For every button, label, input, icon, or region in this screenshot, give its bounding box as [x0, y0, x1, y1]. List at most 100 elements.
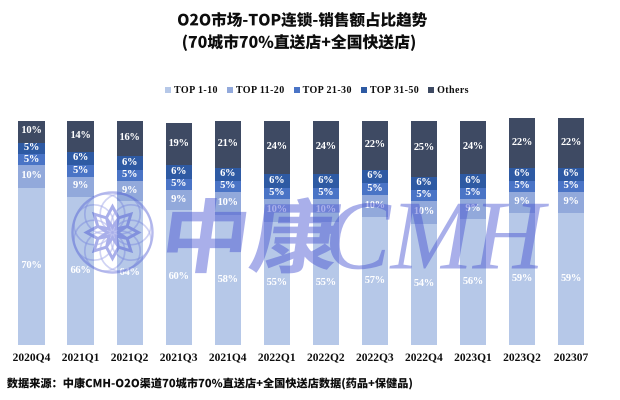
- bar-segment-label: 9%: [122, 184, 138, 196]
- bar-2022Q2[interactable]: 55% 10% 5% 6% 24%: [312, 120, 339, 345]
- bar-2021Q1[interactable]: 66% 9% 5% 6% 14%: [67, 120, 94, 345]
- bar-segment[interactable]: 14%: [67, 120, 94, 152]
- legend: TOP 1-10 TOP 11-20 TOP 21-30 TOP 31-50 Other…: [7, 84, 620, 96]
- bar-segment[interactable]: 5%: [508, 181, 536, 193]
- legend-item-others[interactable]: Others: [428, 85, 469, 96]
- bar-2020Q4[interactable]: 70% 10% 5% 5% 10%: [18, 120, 45, 345]
- bar-2022Q4[interactable]: 54% 10% 5% 6% 25%: [410, 120, 437, 345]
- bar-2021Q2[interactable]: 64% 9% 5% 6% 16%: [116, 120, 143, 345]
- bar-segment[interactable]: 10%: [312, 199, 339, 222]
- bar-segment[interactable]: 6%: [459, 174, 487, 188]
- bar-segment[interactable]: 6%: [67, 151, 94, 166]
- bar-segment[interactable]: 9%: [557, 192, 585, 213]
- bar-202307[interactable]: 59% 9% 5% 6% 22%: [557, 118, 585, 345]
- bar-segment[interactable]: 55%: [312, 221, 339, 345]
- bar-segment[interactable]: 9%: [67, 176, 94, 197]
- bar-segment[interactable]: 24%: [263, 120, 290, 175]
- bar-segment[interactable]: 10%: [361, 194, 388, 218]
- bar-segment[interactable]: 70%: [18, 187, 45, 345]
- bar-segment[interactable]: 9%: [459, 199, 487, 220]
- bar-segment-label: 9%: [465, 202, 481, 214]
- bar-2022Q1[interactable]: 55% 10% 5% 6% 24%: [263, 120, 290, 345]
- bar-segment[interactable]: 10%: [214, 192, 241, 215]
- bar-segment[interactable]: 59%: [508, 212, 536, 345]
- bar-segment[interactable]: 5%: [18, 153, 45, 166]
- legend-item-top-31-50[interactable]: TOP 31-50: [360, 85, 419, 96]
- bar-segment[interactable]: 10%: [263, 199, 290, 222]
- bar-segment[interactable]: 5%: [116, 170, 143, 182]
- bar-segment[interactable]: 64%: [116, 201, 143, 345]
- bar-2023Q1[interactable]: 56% 9% 5% 6% 24%: [459, 120, 487, 345]
- bar-segment-label: 56%: [462, 275, 483, 287]
- bar-segment[interactable]: 54%: [410, 223, 437, 345]
- bar-segment-label: 25%: [413, 142, 434, 154]
- bar-segment[interactable]: 6%: [312, 174, 339, 188]
- bar-segment[interactable]: 24%: [459, 120, 487, 175]
- bar-segment[interactable]: 6%: [410, 176, 437, 191]
- x-axis-label: 2022Q4: [405, 352, 443, 364]
- bar-segment[interactable]: 24%: [312, 120, 339, 175]
- bar-segment[interactable]: 59%: [557, 212, 585, 345]
- bar-2021Q3[interactable]: 60% 9% 5% 6% 19%: [165, 122, 192, 345]
- bar-segment[interactable]: 56%: [459, 219, 487, 345]
- bar-segment-label: 24%: [462, 141, 483, 153]
- bar-segment[interactable]: 22%: [361, 120, 388, 170]
- legend-item-top-11-20[interactable]: TOP 11-20: [226, 85, 285, 96]
- bar-segment-label: 5%: [416, 189, 432, 201]
- legend-item-top-21-30[interactable]: TOP 21-30: [293, 84, 352, 96]
- bar-segment[interactable]: 9%: [116, 181, 143, 202]
- bar-segment[interactable]: 5%: [410, 189, 437, 202]
- bar-2021Q4[interactable]: 58% 10% 5% 6% 21%: [214, 120, 241, 345]
- bar-segment[interactable]: 16%: [116, 120, 143, 157]
- source-note-glyphs: [6, 377, 412, 390]
- bar-segment[interactable]: 21%: [214, 120, 241, 168]
- bar-segment[interactable]: 9%: [165, 190, 192, 211]
- bar-segment-label: 22%: [560, 136, 582, 148]
- bar-segment-label: 6%: [416, 177, 432, 189]
- bar-segment[interactable]: 5%: [312, 188, 339, 200]
- bar-segment[interactable]: 5%: [165, 179, 192, 191]
- bar-segment[interactable]: 22%: [557, 118, 585, 168]
- bar-segment-label: 64%: [119, 266, 140, 278]
- bar-segment[interactable]: 6%: [263, 174, 290, 188]
- bar-segment[interactable]: 9%: [508, 192, 536, 213]
- bar-segment[interactable]: 25%: [410, 120, 437, 177]
- bar-segment-label: 10%: [217, 197, 238, 209]
- bar-segment[interactable]: 6%: [557, 167, 585, 182]
- bar-segment-label: 66%: [70, 264, 91, 276]
- bar-segment[interactable]: 6%: [214, 167, 241, 182]
- bar-segment[interactable]: 5%: [557, 181, 585, 193]
- bar-segment[interactable]: 55%: [263, 221, 290, 345]
- bar-segment-label: 5%: [465, 187, 481, 199]
- bar-segment[interactable]: 19%: [165, 122, 192, 166]
- bar-segment[interactable]: 5%: [459, 187, 487, 200]
- bar-segment[interactable]: 10%: [18, 120, 45, 143]
- bar-2022Q3[interactable]: 57% 10% 5% 6% 22%: [361, 120, 388, 345]
- legend-label: TOP 21-30: [302, 84, 352, 96]
- bar-segment[interactable]: 6%: [361, 169, 388, 184]
- bar-segment[interactable]: 5%: [263, 188, 290, 200]
- bar-segment[interactable]: 10%: [18, 165, 45, 188]
- bar-segment-label: 6%: [72, 152, 89, 164]
- bar-segment-label: 10%: [413, 206, 434, 218]
- bar-segment[interactable]: 5%: [214, 181, 241, 193]
- bar-segment[interactable]: 5%: [18, 143, 45, 155]
- bar-segment[interactable]: 66%: [67, 196, 94, 345]
- bar-segment-label: 5%: [23, 153, 40, 165]
- legend-item-top-1-10[interactable]: TOP 1-10: [165, 85, 218, 96]
- bar-segment[interactable]: 6%: [165, 165, 192, 179]
- bar-segment[interactable]: 60%: [165, 210, 192, 345]
- bar-segment[interactable]: 58%: [214, 214, 241, 345]
- bar-2023Q2[interactable]: 59% 9% 5% 6% 22%: [508, 118, 536, 345]
- bar-segment-label: 6%: [465, 174, 481, 186]
- bar-segment[interactable]: 5%: [67, 165, 94, 177]
- bar-segment[interactable]: 5%: [361, 183, 388, 195]
- bar-segment[interactable]: 57%: [361, 217, 388, 345]
- bar-segment-label: 10%: [364, 199, 385, 211]
- bar-segment[interactable]: 10%: [410, 201, 437, 224]
- bar-segment[interactable]: 6%: [116, 156, 143, 170]
- bar-segment[interactable]: 22%: [508, 118, 536, 168]
- bar-segment[interactable]: 6%: [508, 167, 536, 182]
- bar-segment-label: 9%: [563, 196, 579, 208]
- legend-swatch: [165, 87, 172, 93]
